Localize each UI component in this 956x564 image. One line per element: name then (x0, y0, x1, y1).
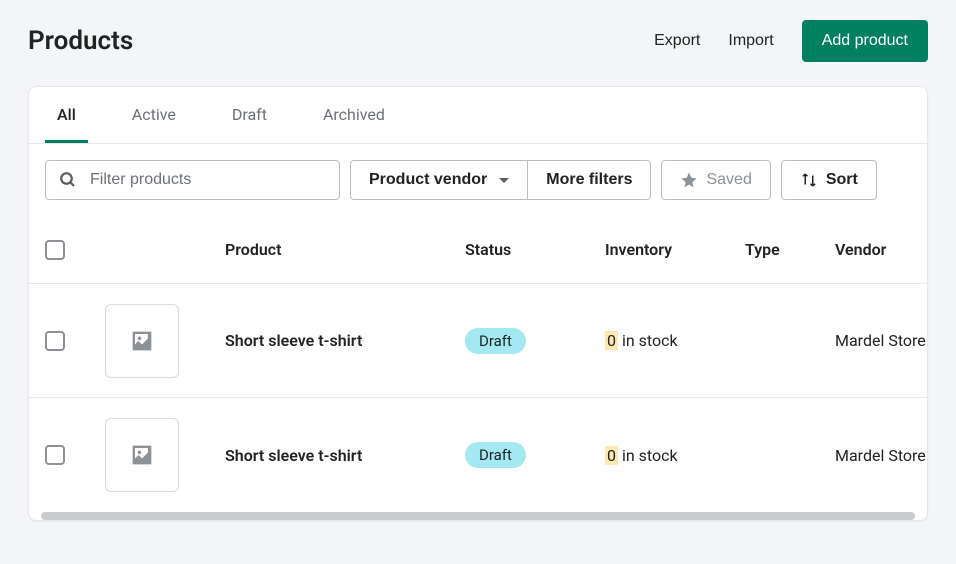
table-header: Product Status Inventory Type Vendor (29, 216, 927, 284)
filter-group: Product vendor More filters (350, 160, 651, 200)
image-placeholder-icon (128, 327, 156, 355)
col-type: Type (745, 240, 835, 259)
row-checkbox[interactable] (45, 331, 65, 351)
header-actions: Export Import Add product (654, 20, 928, 62)
vendor-cell: Mardel Store 65 (835, 331, 928, 350)
horizontal-scrollbar[interactable] (41, 512, 915, 520)
status-badge: Draft (465, 442, 526, 468)
table-row[interactable]: Short sleeve t-shirt Draft 0 in stock Ma… (29, 284, 927, 398)
inventory-cell: 0 in stock (605, 331, 745, 350)
products-card: All Active Draft Archived Product vendor… (28, 86, 928, 521)
star-icon (680, 171, 698, 189)
product-vendor-label: Product vendor (369, 171, 487, 189)
caret-down-icon (499, 178, 509, 183)
col-status: Status (465, 240, 605, 259)
inventory-qty: 0 (605, 331, 618, 350)
search-icon (59, 171, 77, 189)
inventory-suffix: in stock (618, 331, 678, 350)
export-button[interactable]: Export (654, 32, 700, 50)
inventory-cell: 0 in stock (605, 446, 745, 465)
select-all-checkbox[interactable] (45, 240, 65, 260)
inventory-suffix: in stock (618, 446, 678, 465)
sort-button[interactable]: Sort (781, 160, 877, 200)
vendor-cell: Mardel Store 65 (835, 446, 928, 465)
import-button[interactable]: Import (728, 32, 773, 50)
col-inventory: Inventory (605, 240, 745, 259)
product-thumbnail (105, 418, 179, 492)
row-checkbox[interactable] (45, 445, 65, 465)
product-name: Short sleeve t-shirt (225, 331, 465, 350)
product-thumbnail (105, 304, 179, 378)
image-placeholder-icon (128, 441, 156, 469)
more-filters-button[interactable]: More filters (527, 160, 651, 200)
search-wrap (45, 160, 340, 200)
tab-draft[interactable]: Draft (220, 87, 279, 143)
sort-label: Sort (826, 171, 858, 189)
add-product-button[interactable]: Add product (802, 20, 928, 62)
inventory-qty: 0 (605, 446, 618, 465)
status-badge: Draft (465, 328, 526, 354)
tabs: All Active Draft Archived (29, 87, 927, 144)
saved-label: Saved (706, 171, 751, 189)
sort-icon (800, 171, 818, 189)
search-input[interactable] (45, 160, 340, 200)
saved-button[interactable]: Saved (661, 160, 770, 200)
products-table: Product Status Inventory Type Vendor Sho… (29, 216, 927, 512)
tab-archived[interactable]: Archived (311, 87, 397, 143)
product-vendor-filter[interactable]: Product vendor (350, 160, 527, 200)
table-row[interactable]: Short sleeve t-shirt Draft 0 in stock Ma… (29, 398, 927, 512)
product-name: Short sleeve t-shirt (225, 446, 465, 465)
col-vendor: Vendor (835, 240, 928, 259)
tab-active[interactable]: Active (120, 87, 188, 143)
col-product: Product (225, 240, 465, 259)
page-title: Products (28, 26, 133, 56)
tab-all[interactable]: All (45, 87, 88, 143)
page-header: Products Export Import Add product (28, 20, 928, 62)
filters-bar: Product vendor More filters Saved Sort (29, 144, 927, 216)
